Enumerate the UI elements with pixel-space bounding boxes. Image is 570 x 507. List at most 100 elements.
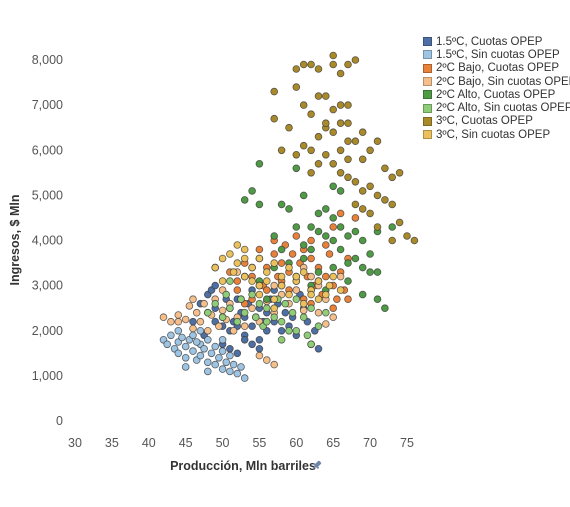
data-point[interactable] [321, 272, 330, 281]
data-point[interactable] [229, 326, 238, 335]
data-point[interactable] [292, 65, 301, 73]
data-point[interactable] [321, 205, 330, 213]
data-point[interactable] [192, 308, 201, 317]
data-point[interactable] [366, 209, 374, 218]
data-point[interactable] [248, 304, 256, 313]
data-point[interactable] [329, 263, 338, 272]
data-point[interactable] [277, 259, 286, 267]
data-point[interactable] [262, 286, 271, 294]
data-point[interactable] [248, 187, 256, 195]
data-point[interactable] [329, 60, 338, 69]
data-point[interactable] [277, 245, 286, 254]
data-point[interactable] [218, 365, 227, 373]
data-point[interactable] [248, 322, 256, 331]
legend-item[interactable]: 2ºC Bajo, Cuotas OPEP [423, 62, 570, 75]
data-point[interactable] [255, 200, 264, 209]
data-point[interactable] [204, 326, 212, 335]
data-point[interactable] [292, 295, 301, 304]
data-point[interactable] [351, 178, 360, 186]
data-point[interactable] [314, 209, 323, 218]
data-point[interactable] [351, 56, 360, 64]
data-point[interactable] [381, 164, 389, 173]
data-point[interactable] [277, 281, 286, 290]
data-point[interactable] [314, 268, 323, 276]
data-point[interactable] [299, 268, 308, 276]
data-point[interactable] [381, 196, 389, 204]
data-point[interactable] [285, 205, 293, 213]
data-point[interactable] [351, 227, 360, 236]
data-point[interactable] [167, 331, 175, 340]
data-point[interactable] [255, 160, 264, 168]
data-point[interactable] [388, 173, 397, 182]
legend-item[interactable]: 2ºC Alto, Cuotas OPEP [423, 88, 570, 101]
data-point[interactable] [344, 173, 352, 182]
data-point[interactable] [233, 286, 242, 294]
data-point[interactable] [329, 160, 338, 168]
data-point[interactable] [366, 146, 374, 155]
data-point[interactable] [255, 344, 264, 353]
data-point[interactable] [159, 313, 168, 322]
data-point[interactable] [307, 110, 315, 118]
data-point[interactable] [240, 254, 249, 263]
data-point[interactable] [277, 317, 286, 326]
data-point[interactable] [292, 232, 301, 240]
data-point[interactable] [285, 326, 293, 335]
data-point[interactable] [218, 277, 227, 285]
data-point[interactable] [321, 320, 330, 328]
data-point[interactable] [314, 344, 323, 353]
legend-item[interactable]: 3ºC, Sin cuotas OPEP [423, 128, 570, 141]
data-point[interactable] [215, 353, 223, 362]
data-point[interactable] [262, 356, 271, 364]
data-point[interactable] [321, 92, 330, 100]
data-point[interactable] [285, 123, 293, 132]
data-point[interactable] [255, 335, 264, 344]
data-point[interactable] [321, 151, 330, 159]
data-point[interactable] [381, 304, 389, 313]
data-point[interactable] [366, 250, 374, 258]
data-point[interactable] [255, 281, 264, 290]
data-point[interactable] [270, 304, 279, 313]
data-point[interactable] [218, 254, 227, 263]
data-point[interactable] [270, 232, 279, 240]
data-point[interactable] [299, 313, 308, 322]
data-point[interactable] [336, 119, 345, 127]
data-point[interactable] [281, 308, 290, 317]
data-point[interactable] [388, 200, 397, 209]
data-point[interactable] [229, 268, 238, 276]
data-point[interactable] [240, 374, 249, 382]
data-point[interactable] [344, 101, 352, 109]
data-point[interactable] [215, 322, 223, 331]
legend-item[interactable]: 1.5ºC, Sin cuotas OPEP [423, 48, 570, 61]
data-point[interactable] [344, 137, 352, 146]
data-point[interactable] [240, 272, 249, 281]
data-point[interactable] [351, 254, 360, 263]
data-point[interactable] [196, 317, 205, 326]
data-point[interactable] [299, 101, 308, 109]
data-point[interactable] [163, 340, 172, 349]
data-point[interactable] [395, 218, 404, 227]
data-point[interactable] [336, 146, 345, 155]
data-point[interactable] [277, 335, 286, 344]
data-point[interactable] [226, 277, 234, 285]
data-point[interactable] [226, 367, 234, 376]
data-point[interactable] [336, 169, 345, 177]
data-point[interactable] [192, 338, 201, 346]
data-point[interactable] [277, 146, 286, 155]
data-point[interactable] [204, 367, 212, 376]
data-point[interactable] [248, 277, 256, 285]
data-point[interactable] [255, 254, 264, 263]
data-point[interactable] [358, 187, 367, 195]
legend-item[interactable]: 1.5ºC, Cuotas OPEP [423, 35, 570, 48]
data-point[interactable] [307, 236, 315, 245]
data-point[interactable] [329, 51, 338, 60]
data-point[interactable] [262, 295, 271, 304]
data-point[interactable] [189, 295, 197, 304]
data-point[interactable] [233, 241, 242, 249]
data-point[interactable] [252, 313, 260, 322]
data-point[interactable] [344, 119, 352, 127]
data-point[interactable] [167, 317, 175, 326]
data-point[interactable] [307, 60, 315, 69]
data-point[interactable] [336, 272, 345, 281]
data-point[interactable] [292, 272, 301, 281]
data-point[interactable] [344, 295, 352, 304]
